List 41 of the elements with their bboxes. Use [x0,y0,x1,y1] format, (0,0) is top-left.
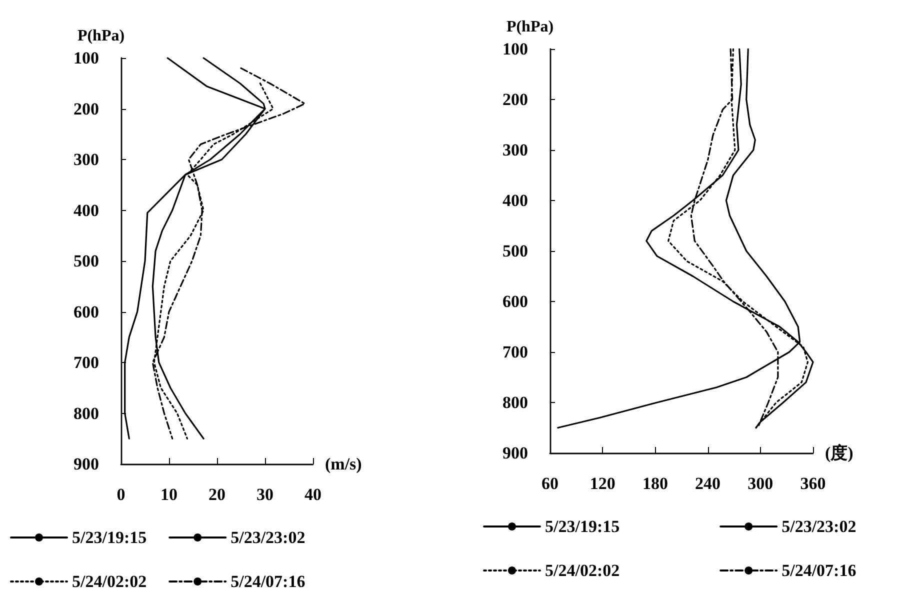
legend-label: 5/24/02:02 [72,572,147,591]
x-tick-label: 300 [748,474,774,493]
x-axis-title: (度) [825,444,854,462]
x-tick-label: 360 [800,474,826,493]
y-tick-label: 700 [502,342,528,362]
x-tick-label: 120 [590,474,616,493]
y-axis-title: P(hPa) [506,18,554,36]
legend-label: 5/24/07:16 [230,572,306,591]
y-tick-label: 400 [502,191,528,210]
x-tick-label: 60 [542,474,558,493]
y-tick-label: 500 [502,242,528,260]
y-tick-label: 800 [74,404,99,423]
legend-label: 5/24/02:02 [545,561,620,580]
x-tick-label: 10 [160,485,178,504]
x-axis-title: (m/s) [325,454,362,474]
y-tick-label: 300 [502,140,528,160]
y-tick-label: 700 [74,353,99,372]
y-tick-label: 100 [74,48,99,68]
x-tick-label: 180 [642,474,668,493]
legend-label: 5/24/07:16 [782,561,856,580]
y-tick-label: 900 [502,444,528,462]
legend-label: 5/23/23:02 [782,517,856,536]
y-tick-label: 800 [502,393,528,412]
x-tick-label: 20 [208,485,226,504]
x-tick-label: 0 [116,485,126,504]
y-tick-label: 200 [74,99,99,118]
y-axis-title: P(hPa) [77,28,125,44]
x-tick-label: 30 [256,485,274,504]
legend-label: 5/23/19:15 [545,517,620,536]
x-tick-label: 240 [695,474,721,493]
y-tick-label: 500 [74,252,99,270]
y-tick-label: 100 [502,40,528,58]
legend-label: 5/23/19:15 [72,528,147,547]
y-tick-label: 900 [74,454,99,474]
y-tick-label: 600 [502,292,528,311]
x-tick-label: 40 [304,485,322,504]
y-tick-label: 600 [74,302,99,322]
y-tick-label: 300 [74,150,99,169]
legend-label: 5/23/23:02 [230,528,306,547]
y-tick-label: 400 [74,200,99,220]
y-tick-label: 200 [502,90,528,109]
